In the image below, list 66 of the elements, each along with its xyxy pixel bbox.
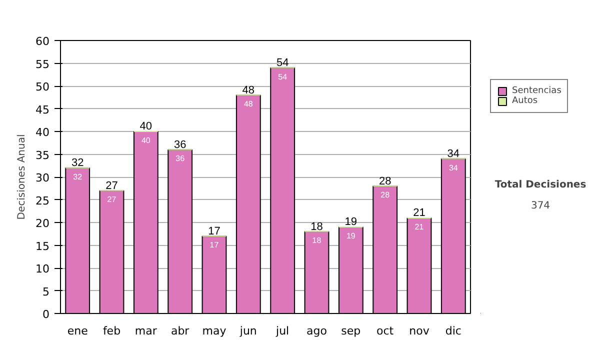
y-tick-label: 60 bbox=[36, 35, 50, 48]
total-label: 36 bbox=[174, 138, 186, 151]
y-tick-label: 25 bbox=[36, 194, 50, 208]
y-tick-label: 55 bbox=[36, 58, 50, 71]
total-label: 48 bbox=[242, 84, 255, 96]
y-tick-label: 20 bbox=[36, 217, 50, 230]
x-tick-label: mar bbox=[134, 324, 158, 338]
data-label: 32 bbox=[73, 172, 83, 182]
y-tick-label: 40 bbox=[36, 126, 50, 139]
total-label: 19 bbox=[344, 216, 358, 228]
data-label: 54 bbox=[278, 72, 288, 82]
total-label: 17 bbox=[208, 225, 220, 238]
bar bbox=[304, 231, 330, 314]
x-tick-label: ene bbox=[67, 324, 88, 338]
y-axis-title: Decisiones Anual bbox=[16, 134, 28, 220]
bar bbox=[65, 167, 90, 314]
bar bbox=[270, 67, 296, 314]
x-tick-label: may bbox=[202, 324, 227, 338]
y-tick-label: 10 bbox=[36, 262, 50, 276]
x-tick-label: nov bbox=[409, 324, 430, 338]
total-label: 28 bbox=[378, 175, 392, 188]
y-tick-label: 0 bbox=[42, 308, 50, 321]
total-label: 18 bbox=[310, 220, 323, 233]
bar bbox=[406, 217, 432, 314]
data-label: 28 bbox=[380, 190, 390, 200]
data-label: 21 bbox=[414, 222, 424, 232]
y-tick-label: 30 bbox=[36, 172, 50, 184]
data-label: 17 bbox=[210, 240, 220, 250]
total-label: 40 bbox=[140, 120, 152, 133]
total-label: 54 bbox=[276, 56, 289, 69]
y-tick-label: 45 bbox=[36, 103, 50, 116]
legend-label: Sentencias bbox=[512, 86, 562, 96]
y-tick-label: 35 bbox=[36, 148, 50, 162]
data-label: 40 bbox=[141, 136, 151, 145]
legend-label: Autos bbox=[512, 96, 538, 106]
x-tick-label: dic bbox=[445, 324, 462, 338]
text: 374 bbox=[530, 200, 550, 212]
bar bbox=[440, 158, 466, 314]
x-tick-label: abr bbox=[170, 324, 190, 338]
total-label: 34 bbox=[447, 148, 460, 160]
x-tick-label: sep bbox=[341, 324, 361, 338]
x-tick-label: oct bbox=[376, 324, 394, 338]
text: Total Decisiones bbox=[494, 180, 586, 191]
total-label: 27 bbox=[106, 180, 118, 192]
y-tick-label: 5 bbox=[42, 285, 50, 298]
y-tick-label: 50 bbox=[36, 80, 50, 94]
data-label: 18 bbox=[312, 236, 322, 246]
x-tick-label: jul bbox=[275, 324, 290, 338]
bar bbox=[99, 190, 124, 314]
bar bbox=[338, 226, 364, 314]
bar bbox=[168, 149, 193, 314]
bar bbox=[133, 131, 158, 314]
x-tick-label: feb bbox=[102, 324, 121, 338]
data-label: 34 bbox=[448, 163, 458, 172]
data-label: 27 bbox=[107, 195, 117, 204]
bar bbox=[236, 94, 261, 314]
x-tick-label: jun bbox=[238, 324, 257, 338]
bar bbox=[372, 186, 398, 314]
data-label: 36 bbox=[176, 154, 186, 164]
total-label: 21 bbox=[413, 207, 426, 220]
data-label: 19 bbox=[346, 232, 356, 241]
x-tick-label: ago bbox=[306, 324, 328, 338]
bar bbox=[202, 236, 227, 314]
data-label: 48 bbox=[244, 100, 254, 109]
total-label: 32 bbox=[71, 157, 84, 170]
y-tick-label: 15 bbox=[36, 240, 50, 253]
